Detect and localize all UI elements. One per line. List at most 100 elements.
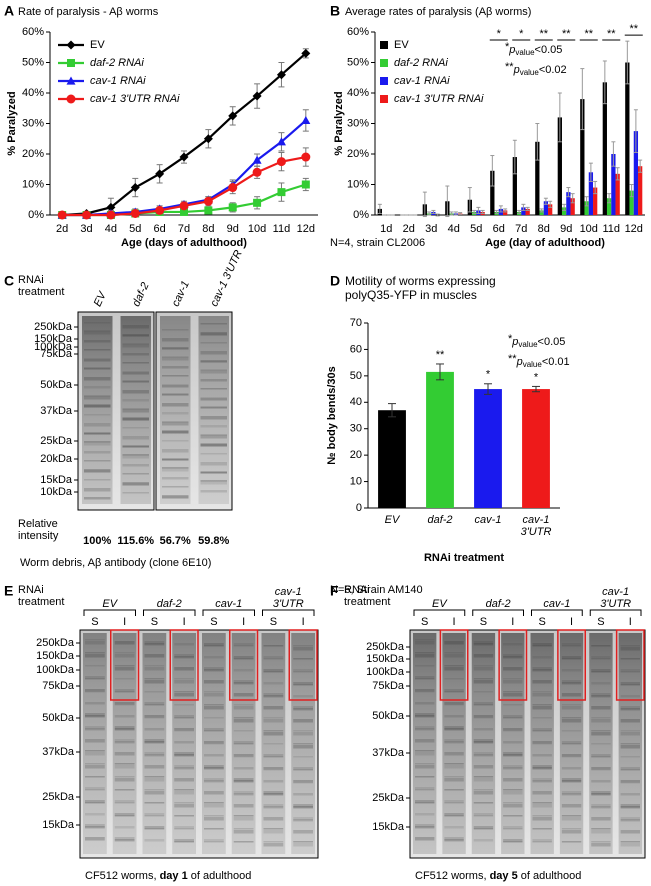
- x-tick-label: 3d: [425, 223, 437, 235]
- p-subscript: value: [523, 360, 543, 369]
- blot-band: [620, 745, 640, 749]
- blot-band: [204, 754, 224, 757]
- blot-band: [144, 704, 165, 706]
- error-bar: [633, 109, 638, 153]
- blot-band: [144, 680, 165, 684]
- blot-band: [200, 434, 227, 436]
- blot-band: [162, 467, 189, 469]
- blot-band: [122, 372, 149, 375]
- error-bar: [484, 383, 492, 395]
- blot-band: [444, 678, 464, 680]
- bar: [588, 172, 594, 215]
- blot-band: [293, 843, 313, 847]
- blot-band: [204, 643, 224, 646]
- blot-band: [561, 706, 582, 710]
- blot-band: [263, 769, 284, 771]
- x-tick-label: 11d: [602, 223, 620, 235]
- blot-band: [503, 704, 523, 706]
- x-tick-label: 4d: [448, 223, 460, 235]
- blot-band: [293, 645, 313, 647]
- blot-band: [204, 706, 224, 710]
- blot-band: [122, 325, 149, 329]
- group-label: cav-1: [215, 598, 243, 610]
- blot-lane: [291, 633, 315, 854]
- blot-band: [204, 669, 224, 672]
- blot-band: [473, 739, 494, 743]
- blot-band: [162, 421, 189, 423]
- blot-band: [174, 828, 194, 830]
- lane-label: S: [91, 616, 98, 628]
- blot-band: [144, 802, 165, 804]
- treatment-label: RNAi treatment: [344, 584, 391, 608]
- blot-band: [444, 778, 464, 782]
- blot-band: [84, 433, 111, 435]
- lane-label: cav-1 3'UTR: [208, 248, 245, 308]
- blot-band: [444, 800, 464, 803]
- blot-band: [204, 780, 224, 783]
- chart-title: Rate of paralysis - Aβ worms: [18, 6, 159, 18]
- bar: [625, 62, 630, 215]
- point: [253, 198, 262, 207]
- error-bar: [525, 206, 530, 211]
- error-bar: [458, 212, 463, 215]
- blot-band: [532, 780, 552, 783]
- blot-band: [561, 656, 582, 659]
- blot-band: [561, 841, 582, 843]
- legend-label: EV: [394, 39, 409, 51]
- mw-marker-label: 250kDa: [34, 321, 73, 333]
- blot-band: [561, 669, 582, 672]
- blot-band: [233, 817, 254, 821]
- blot-band: [591, 658, 611, 660]
- lane-label: S: [597, 616, 604, 628]
- blot-band: [263, 780, 284, 783]
- lane-label: I: [183, 616, 186, 628]
- significance-mark: **: [539, 28, 548, 40]
- bar: [426, 371, 454, 508]
- blot-band: [84, 340, 111, 343]
- blot-band: [263, 828, 284, 830]
- blot-band: [84, 358, 111, 362]
- blot-lane: [83, 633, 107, 854]
- blot-band: [144, 739, 165, 743]
- blot-band: [114, 837, 135, 841]
- lane-label: S: [539, 616, 546, 628]
- y-tick-label: 0: [356, 502, 362, 514]
- relative-intensity: 100%: [83, 535, 111, 547]
- y-tick-label: 20%: [347, 148, 369, 160]
- blot-band: [503, 715, 523, 718]
- blot-band: [114, 652, 135, 654]
- lane-label: S: [151, 616, 158, 628]
- blot-band: [473, 702, 494, 705]
- blot-band: [114, 752, 135, 756]
- panel-label: A: [4, 3, 14, 19]
- x-tick-label: 2d: [56, 223, 68, 235]
- blot-band: [84, 441, 111, 443]
- blot-band: [620, 719, 640, 723]
- bar: [474, 389, 502, 508]
- treatment-label-box: RNAi treatment: [18, 274, 64, 298]
- p-threshold: <0.01: [542, 356, 570, 368]
- blot-band: [85, 776, 105, 778]
- blot-band: [200, 369, 227, 371]
- blot-band: [561, 804, 582, 808]
- error-bar: [503, 208, 508, 213]
- blot-band: [85, 715, 105, 718]
- caption-part: day 1: [160, 870, 188, 882]
- blot-band: [444, 813, 464, 816]
- blot-band: [620, 682, 640, 685]
- blot-band: [591, 743, 611, 745]
- blot-band: [162, 384, 189, 388]
- blot-band: [114, 802, 135, 804]
- blot-band: [444, 702, 464, 705]
- blot-band: [85, 639, 105, 641]
- blot-band: [114, 715, 135, 718]
- blot-band: [591, 817, 611, 821]
- blot-band: [174, 704, 194, 706]
- mw-marker-label: 100kDa: [36, 664, 75, 676]
- error-bar: [472, 209, 477, 214]
- blot-band: [591, 780, 611, 783]
- significance-mark: **: [584, 28, 593, 40]
- blot-band: [200, 490, 227, 493]
- blot-band: [84, 423, 111, 427]
- blot-band: [561, 778, 582, 782]
